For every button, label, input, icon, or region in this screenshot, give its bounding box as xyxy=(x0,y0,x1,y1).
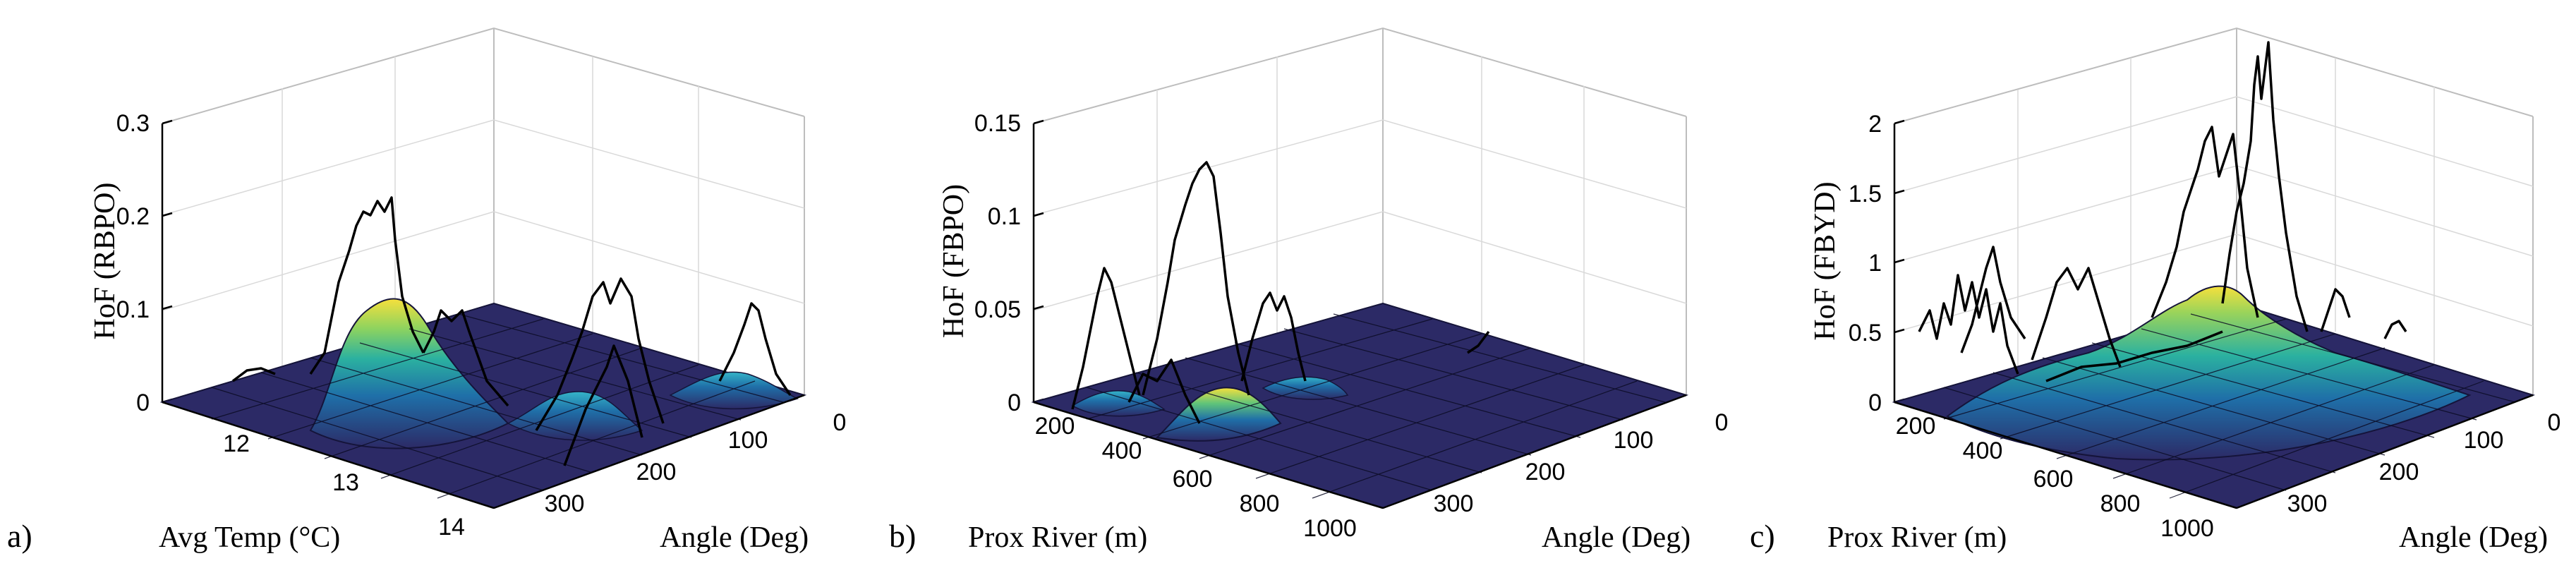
panel-b-y-tick-1: 200 xyxy=(1525,459,1566,485)
panel-b-z-tick-3: 0.15 xyxy=(974,110,1021,137)
panel-b: 0 0.05 0.1 0.15 HoF (FBPO) xyxy=(889,27,1729,554)
panel-c-top-edge xyxy=(1894,27,2534,124)
panel-c-surface-main xyxy=(1946,285,2472,461)
panel-c-z-tick-1: 0.5 xyxy=(1849,320,1882,346)
panel-a-trace-5 xyxy=(718,302,792,396)
panel-a-trace-6 xyxy=(231,367,276,382)
panel-a-y-tick-3: 0 xyxy=(833,409,847,436)
panel-c-trace-6 xyxy=(2320,288,2351,332)
panel-b-trace-4 xyxy=(1127,358,1201,424)
panel-c-y-tick-1: 200 xyxy=(2379,459,2419,485)
panel-b-top-edge xyxy=(1033,27,1687,124)
panel-c-letter: c) xyxy=(1750,518,1775,554)
panel-c-y-tick-2: 100 xyxy=(2464,427,2504,454)
panel-b-x-tick-2: 600 xyxy=(1173,466,1213,493)
panel-a-x-label: Avg Temp (°C) xyxy=(159,521,340,554)
panel-c-x-tick-4: 1000 xyxy=(2160,515,2214,542)
panel-a-z-tick-3: 0.3 xyxy=(116,110,150,137)
panel-b-y-tick-2: 100 xyxy=(1614,427,1654,454)
panel-a-surface-bump-3 xyxy=(669,371,799,410)
panel-b-z-label: HoF (FBPO) xyxy=(938,184,970,338)
panel-c-z-label: HoF (FBYD) xyxy=(1809,181,1842,340)
panel-a-y-tick-0: 300 xyxy=(545,490,585,517)
panel-b-surface-bump-2 xyxy=(1071,389,1166,417)
panel-a-z-label: HoF (RBPO) xyxy=(89,183,121,340)
panel-b-trace-3 xyxy=(1240,291,1307,382)
panel-a-surface-peak xyxy=(309,298,509,449)
panel-c-y-tick-0: 300 xyxy=(2287,490,2328,517)
panel-a-trace-1 xyxy=(309,196,425,375)
panel-a-top-edge xyxy=(162,27,805,124)
panel-c-trace-8 xyxy=(2045,330,2223,382)
panel-c-y-tick-3: 0 xyxy=(2548,409,2561,436)
panel-c-z-tick-2: 1 xyxy=(1868,250,1882,277)
panel-a-x-axis xyxy=(162,401,495,509)
panel-b-mesh xyxy=(1086,313,1666,499)
panel-a-y-axis xyxy=(493,394,805,509)
panel-b-x-tick-4: 1000 xyxy=(1303,515,1357,542)
panel-b-letter: b) xyxy=(889,518,916,554)
panel-c-x-tick-1: 400 xyxy=(1963,437,2003,464)
panel-b-x-label: Prox River (m) xyxy=(968,521,1147,554)
panel-c-x-tick-2: 600 xyxy=(2033,466,2074,493)
panel-c-x-tick-3: 800 xyxy=(2100,490,2141,517)
panel-b-x-tick-1: 400 xyxy=(1102,437,1142,464)
panel-a-surface-bump-2 xyxy=(507,391,643,441)
panel-b-trace-2 xyxy=(1142,161,1250,396)
panel-b-x-axis xyxy=(1033,401,1384,509)
panel-b-x-tick-0: 200 xyxy=(1035,413,1075,440)
panel-a-mesh xyxy=(211,313,784,499)
panel-a-x-tick-1: 13 xyxy=(332,469,359,496)
panel-c-mesh xyxy=(1943,313,2516,499)
panel-c-z-tick-4: 2 xyxy=(1868,111,1882,138)
panel-c-trace-3 xyxy=(2031,267,2122,368)
panel-c-z-tick-0: 0 xyxy=(1868,389,1882,416)
panel-a-z-tick-1: 0.1 xyxy=(116,296,150,323)
panel-a-x-tick-2: 14 xyxy=(438,514,465,540)
panel-a-trace-3 xyxy=(535,277,665,431)
panel-c-x-label: Prox River (m) xyxy=(1827,521,2007,554)
panel-a-trace-4 xyxy=(563,344,643,466)
panel-c-trace-7 xyxy=(2383,320,2407,339)
panel-c-z-tick-3: 1.5 xyxy=(1849,181,1882,207)
panel-c-trace-5 xyxy=(2221,41,2309,332)
panel-a-y-label: Angle (Deg) xyxy=(660,521,809,554)
panel-a-wall-grid xyxy=(162,56,805,367)
panel-a-z-ticks xyxy=(162,119,173,404)
panel-b-z-tick-0: 0 xyxy=(1008,389,1021,416)
panel-c-trace-1 xyxy=(1918,274,2019,375)
panel-b-y-label: Angle (Deg) xyxy=(1542,521,1691,554)
panel-c-y-label: Angle (Deg) xyxy=(2399,521,2548,554)
panel-a-x-tick-0: 12 xyxy=(223,430,250,457)
panel-b-z-tick-2: 0.1 xyxy=(988,203,1021,230)
panel-a-y-tick-2: 100 xyxy=(728,427,768,454)
panel-b-y-tick-3: 0 xyxy=(1715,409,1729,436)
panel-c-trace-4 xyxy=(2151,126,2259,318)
panel-a: 0 0.1 0.2 0.3 HoF (RBPO) xyxy=(7,27,847,554)
panel-a-z-tick-0: 0 xyxy=(136,389,150,416)
panel-c-z-ticks xyxy=(1894,119,1905,404)
panel-b-y-axis xyxy=(1382,394,1687,509)
panel-b-x-tick-3: 800 xyxy=(1240,490,1280,517)
panel-c-wall-grid xyxy=(1894,58,2534,367)
panel-b-wall-grid xyxy=(1033,56,1687,367)
panel-c: 0 0.5 1 1.5 2 HoF (FBYD) xyxy=(1750,27,2561,554)
panel-c-x-axis xyxy=(1894,401,2237,509)
panel-b-trace-1 xyxy=(1071,267,1141,410)
panel-c-x-tick-0: 200 xyxy=(1896,413,1936,440)
panel-b-z-ticks xyxy=(1033,119,1044,404)
panel-a-z-tick-2: 0.2 xyxy=(116,203,150,230)
panel-c-y-axis xyxy=(2236,394,2534,509)
panel-a-letter: a) xyxy=(7,518,32,554)
panel-b-y-tick-0: 300 xyxy=(1434,490,1474,517)
panel-c-trace-2 xyxy=(1960,246,2026,354)
panel-a-trace-2 xyxy=(422,309,509,407)
panel-b-z-tick-1: 0.05 xyxy=(974,296,1021,323)
panel-b-trace-5 xyxy=(1467,330,1490,354)
panel-a-y-tick-1: 200 xyxy=(636,459,677,485)
